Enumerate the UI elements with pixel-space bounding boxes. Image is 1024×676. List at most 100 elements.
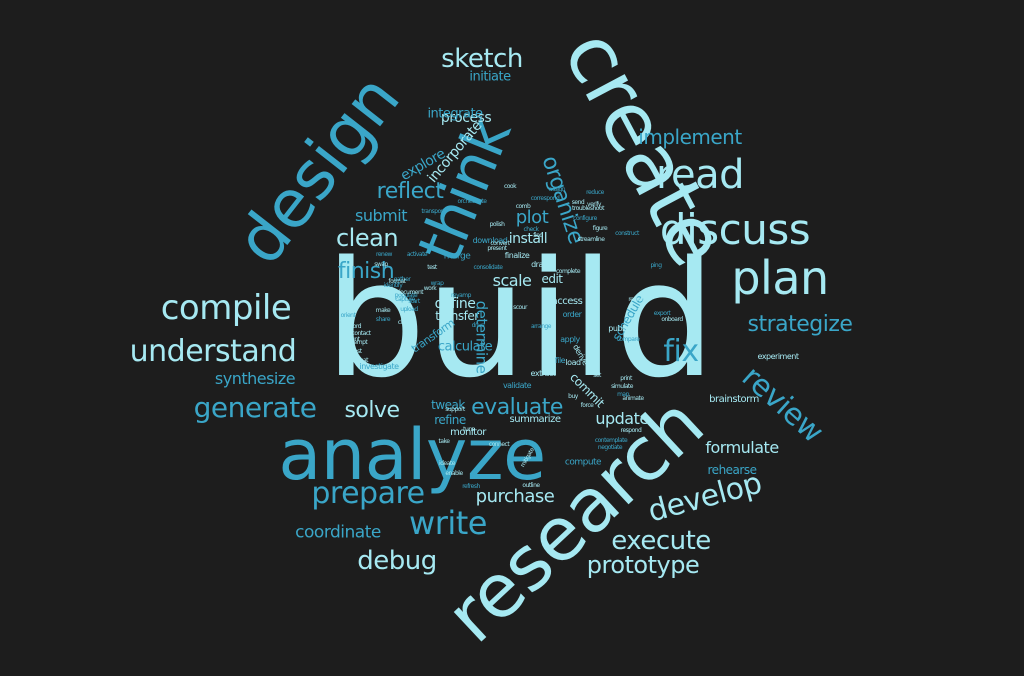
word-send: send xyxy=(571,199,585,206)
word-order: order xyxy=(562,310,582,319)
word-reflect: reflect xyxy=(376,179,444,204)
word-animate: animate xyxy=(622,395,644,402)
word-export: export xyxy=(653,310,671,317)
word-revamp: revamp xyxy=(451,292,471,299)
word-convert: convert xyxy=(490,240,510,247)
word-verify: verify xyxy=(587,201,601,208)
word-prepare: prepare xyxy=(311,476,425,511)
word-complete: complete xyxy=(555,268,581,275)
word-purchase: purchase xyxy=(475,486,555,507)
word-take: take xyxy=(438,438,450,445)
word-download: download xyxy=(472,236,508,245)
word-stack: stack xyxy=(403,325,417,332)
word-construct: construct xyxy=(615,230,639,237)
word-discuss: discuss xyxy=(659,205,811,254)
word-populate: populate xyxy=(394,292,418,299)
word-cook: cook xyxy=(503,183,517,190)
word-correspond: correspond xyxy=(530,195,560,202)
word-validate: validate xyxy=(502,381,532,390)
word-calculate: calculate xyxy=(437,339,493,355)
word-contemplate: contemplate xyxy=(594,437,628,444)
word-extract: extract xyxy=(530,369,556,378)
word-evaluate: evaluate xyxy=(471,395,563,420)
word-implement: implement xyxy=(638,125,742,149)
word-comb: comb xyxy=(515,203,531,210)
word-swap: swap xyxy=(374,261,388,268)
word-analyze: analyze xyxy=(278,414,546,496)
word-format: format xyxy=(388,278,406,285)
word-scale: scale xyxy=(492,271,532,290)
word-orchestrate: orchestrate xyxy=(457,198,487,205)
word-scour: scour xyxy=(513,304,527,311)
word-define: define xyxy=(434,296,476,312)
word-contact: contact xyxy=(351,330,371,337)
word-consolidate: consolidate xyxy=(473,264,503,271)
word-gather: gather xyxy=(393,276,411,283)
word-process: process xyxy=(440,110,492,126)
word-finalize: finalize xyxy=(504,251,530,260)
word-present: present xyxy=(487,245,507,252)
word-formulate: formulate xyxy=(705,438,779,457)
word-fix: fix xyxy=(663,334,699,369)
word-buy: buy xyxy=(568,393,578,400)
word-troubleshoot: troubleshoot xyxy=(572,205,604,212)
word-identify: identify xyxy=(383,282,403,289)
word-understand: understand xyxy=(129,334,297,369)
word-renew: renew xyxy=(376,251,392,258)
word-simulate: simulate xyxy=(611,383,633,390)
word-draw: draw xyxy=(531,260,549,269)
word-capture: capture xyxy=(395,296,415,303)
word-investigate: investigate xyxy=(359,362,399,371)
word-support: support xyxy=(445,406,465,413)
word-edit: edit xyxy=(541,272,563,286)
word-load: load xyxy=(565,358,581,367)
word-generate: generate xyxy=(193,391,317,424)
word-attempt: attempt xyxy=(346,339,368,346)
word-compare: compare xyxy=(616,336,640,343)
word-start: start xyxy=(408,298,420,305)
word-reduce: reduce xyxy=(586,189,604,196)
word-apply: apply xyxy=(560,335,580,344)
word-finish: finish xyxy=(337,259,395,284)
word-transfer: transfer xyxy=(435,309,479,323)
word-connect: connect xyxy=(488,441,510,448)
word-sketch: sketch xyxy=(441,44,523,74)
word-upload: upload xyxy=(400,306,418,313)
word-plot: plot xyxy=(515,207,549,228)
word-merge: merge xyxy=(443,251,471,262)
word-streamline: streamline xyxy=(577,236,605,243)
word-request: request xyxy=(628,296,648,303)
word-polish: polish xyxy=(489,221,505,228)
word-ideate: ideate xyxy=(439,460,455,467)
word-refine: refine xyxy=(434,413,466,427)
word-summarize: summarize xyxy=(509,414,561,425)
word-wrap: wrap xyxy=(430,280,444,287)
word-rehearse: rehearse xyxy=(707,463,757,477)
word-test: test xyxy=(427,264,437,271)
word-tweak: tweak xyxy=(431,398,465,412)
word-solve: solve xyxy=(344,398,400,423)
word-outline: outline xyxy=(522,482,540,489)
word-map: map xyxy=(617,391,629,398)
word-orient: orient xyxy=(340,312,356,319)
word-install: install xyxy=(508,231,548,247)
word-configure: configure xyxy=(573,215,597,222)
word-determine: determine xyxy=(472,300,491,374)
word-publish: publish xyxy=(608,324,634,333)
word-build: build xyxy=(324,226,716,413)
word-record: record xyxy=(344,323,362,330)
word-enable: enable xyxy=(445,470,463,477)
word-access: access xyxy=(551,296,583,307)
word-negotiate: negotiate xyxy=(597,444,623,451)
word-review: review xyxy=(734,359,830,450)
word-activate: activate xyxy=(406,251,428,258)
word-strategize: strategize xyxy=(747,312,853,337)
word-refresh: refresh xyxy=(462,483,480,490)
word-force: force xyxy=(580,402,594,409)
word-find: find xyxy=(533,232,543,239)
word-tune: tune xyxy=(463,426,475,433)
word-ping: ping xyxy=(650,262,662,269)
word-reformat: reformat xyxy=(345,357,369,364)
word-submit: submit xyxy=(355,206,407,225)
word-monitor: monitor xyxy=(450,427,486,438)
